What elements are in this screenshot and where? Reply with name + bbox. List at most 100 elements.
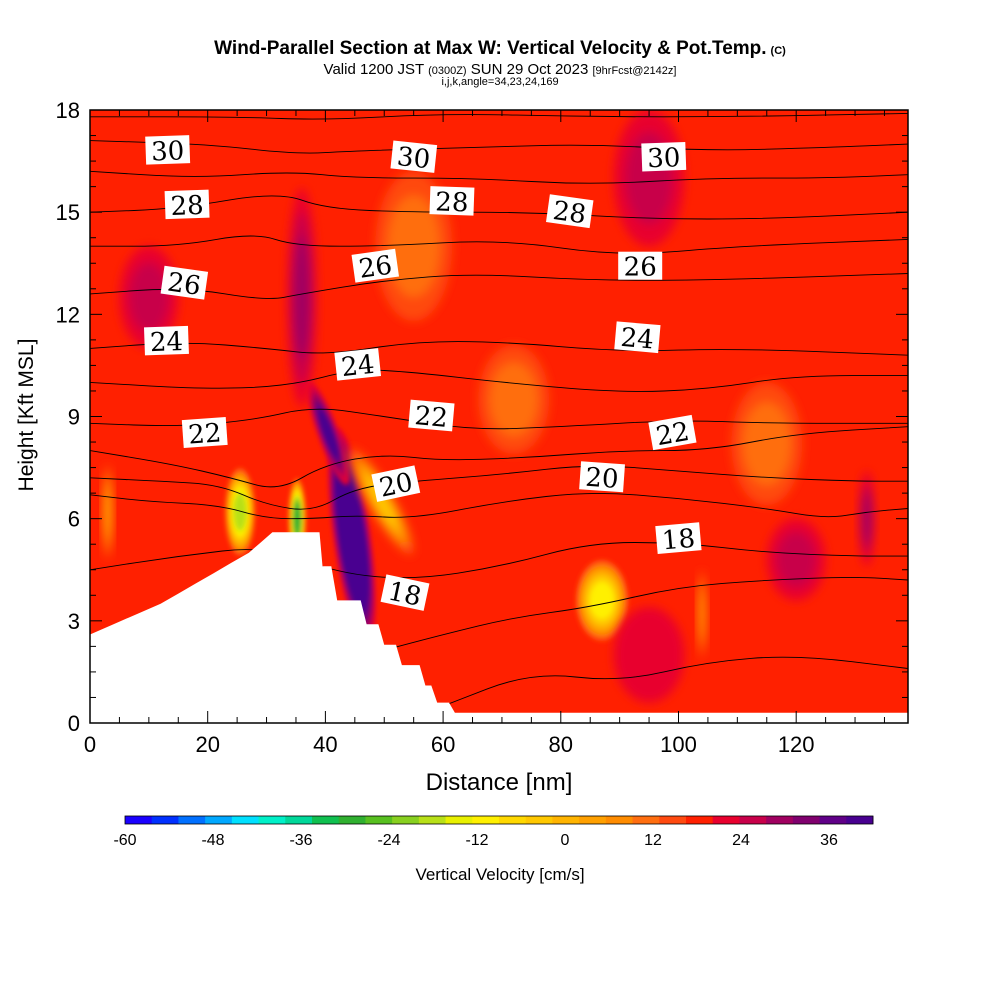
isentrope-label: 22	[648, 414, 697, 452]
colorbar-swatch	[365, 816, 393, 824]
terrain-mask	[90, 532, 908, 723]
x-tick-label: 60	[431, 732, 455, 757]
velocity-cell	[307, 382, 350, 485]
colorbar-swatch	[525, 816, 553, 824]
colorbar-swatch	[285, 816, 313, 824]
colorbar-swatch	[792, 816, 820, 824]
isentrope-label: 24	[143, 325, 189, 358]
velocity-band	[590, 582, 614, 619]
x-tick-label: 80	[549, 732, 573, 757]
colorbar-swatch	[605, 816, 633, 824]
colorbar-frame	[124, 815, 874, 825]
colorbar-swatch	[418, 816, 446, 824]
velocity-band	[742, 402, 791, 486]
colorbar-tick-label: 36	[820, 832, 838, 849]
isentrope-label-box	[655, 522, 702, 554]
isentrope-label-box	[334, 348, 382, 381]
valid-time-line: Valid 1200 JST (0300Z) SUN 29 Oct 2023 […	[0, 61, 1000, 78]
isentrope-label-text: 24	[619, 323, 655, 356]
y-axis: 0 3 6 9 12 15 18	[56, 98, 908, 736]
isentrope-label-box	[371, 465, 421, 502]
isentrope-label-box	[160, 265, 209, 300]
y-tick-label: 9	[68, 405, 80, 430]
isentrope-label-box	[546, 194, 594, 229]
isentrope-line	[90, 170, 908, 184]
colorbar-swatch	[499, 816, 527, 824]
isentrope-label: 28	[546, 194, 594, 230]
velocity-band	[293, 235, 311, 360]
valid-date: SUN 29 Oct 2023	[470, 61, 589, 78]
isentrope-line	[90, 112, 908, 120]
isentrope-label-text: 30	[396, 142, 432, 175]
colorbar-swatch	[766, 816, 794, 824]
velocity-band	[366, 477, 397, 527]
colorbar-tick-label: -60	[113, 832, 136, 849]
velocity-band	[613, 607, 685, 703]
velocity-cell	[858, 470, 876, 567]
velocity-cell	[613, 110, 685, 247]
velocity-cell	[102, 464, 113, 560]
y-tick-label: 18	[56, 98, 80, 123]
isentrope-label-text: 24	[340, 350, 376, 383]
isentrope-label-box	[614, 321, 661, 354]
y-axis-label: Height [Kft MSL]	[15, 339, 38, 492]
isentrope-line	[90, 542, 908, 579]
isentrope-label-text: 26	[624, 253, 657, 283]
isentrope-label-text: 24	[149, 327, 183, 358]
isentrope-line	[442, 656, 908, 707]
velocity-band	[489, 362, 538, 437]
colorbar-tick-label: -48	[201, 832, 224, 849]
isentrope-label-box	[429, 186, 475, 216]
velocity-band	[128, 262, 169, 332]
isentrope-label: 28	[429, 186, 475, 218]
isentrope-label-text: 22	[187, 418, 222, 450]
isentrope-line	[90, 426, 908, 488]
isentrope-label-text: 22	[413, 401, 449, 434]
velocity-band	[342, 491, 362, 580]
isentrope-label: 20	[579, 461, 625, 495]
isentrope-label-text: 20	[584, 463, 619, 495]
colorbar-swatch	[712, 816, 740, 824]
isentrope-label: 24	[614, 321, 661, 356]
index-line: i,j,k,angle=34,23,24,169	[441, 76, 559, 88]
colorbar-swatch	[125, 816, 153, 824]
isentrope-label-box	[390, 140, 438, 173]
isentrope-line	[90, 492, 908, 520]
y-tick-label: 0	[68, 711, 80, 736]
y-tick-label: 15	[56, 200, 80, 225]
x-axis: 0 20 40 60 80 100 120	[84, 110, 885, 757]
isentrope-label-text: 28	[170, 191, 204, 222]
velocity-cell	[697, 569, 707, 659]
isentrope-label-box	[618, 251, 663, 280]
velocity-band	[105, 488, 111, 535]
isentrope-label: 18	[655, 522, 702, 556]
isentrope-label: 26	[618, 251, 663, 283]
velocity-cell	[224, 467, 256, 557]
isentrope-label-text: 30	[647, 143, 681, 174]
isentrope-label-box	[145, 135, 191, 165]
colorbar-swatch	[819, 816, 847, 824]
x-axis-label: Distance [nm]	[426, 769, 573, 796]
isentrope-label: 30	[641, 141, 687, 174]
velocity-cell	[478, 344, 550, 454]
x-tick-label: 40	[313, 732, 337, 757]
colorbar-swatch	[659, 816, 687, 824]
chart-title: Wind-Parallel Section at Max W: Vertical…	[0, 38, 1000, 60]
x-tick-label: 0	[84, 732, 96, 757]
colorbar-swatch	[151, 816, 179, 824]
colorbar-swatch	[205, 816, 233, 824]
colorbar-swatch	[392, 816, 420, 824]
chart-title-text: Wind-Parallel Section at Max W: Vertical…	[214, 38, 767, 59]
y-tick-label: 6	[68, 507, 80, 532]
title-units-tag: (C)	[770, 45, 786, 57]
isentrope-label-box	[181, 417, 228, 449]
isentrope-label-text: 28	[551, 196, 588, 230]
colorbar-swatch	[579, 816, 607, 824]
isentrope-label-text: 22	[654, 417, 692, 452]
isentrope-label-box	[143, 325, 189, 356]
colorbar-swatch	[312, 816, 340, 824]
velocity-cell	[575, 559, 629, 642]
colorbar-tick-label: 24	[732, 832, 750, 849]
isentrope-label: 20	[371, 465, 421, 504]
